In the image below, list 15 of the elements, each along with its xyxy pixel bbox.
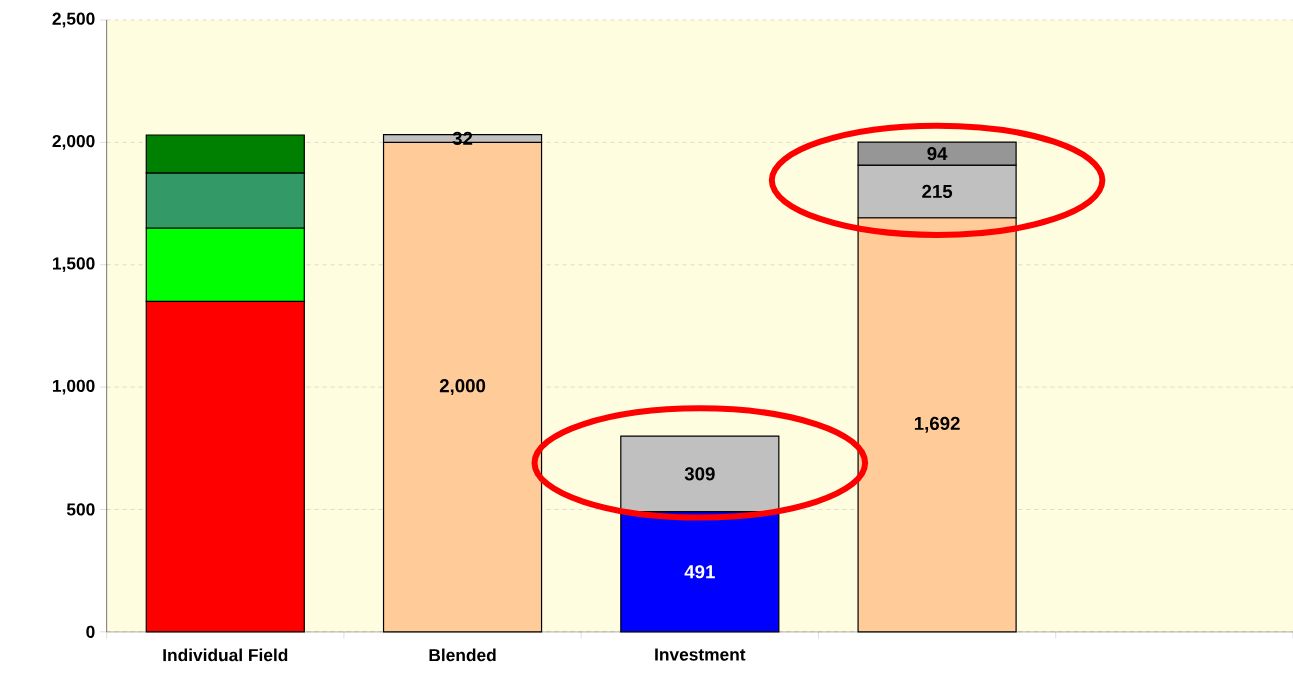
data-label: 94 [927, 146, 948, 160]
x-tick-label: Blended [429, 648, 496, 662]
data-label: 491 [684, 564, 715, 579]
data-label: 1,692 [914, 416, 960, 433]
data-label: 309 [684, 466, 715, 481]
y-tick-label: 1,000 [52, 379, 95, 395]
y-tick-label: 500 [66, 503, 95, 516]
y-tick-label: 0 [86, 625, 95, 638]
x-tick-label: Individual Field [163, 648, 288, 662]
data-label: 2,000 [439, 378, 486, 395]
y-tick-label: 1,500 [52, 257, 95, 272]
y-tick-label: 2,000 [52, 134, 95, 150]
y-tick-label: 2,500 [52, 12, 95, 28]
x-tick-label: Investment [655, 648, 746, 661]
data-label: 215 [922, 184, 953, 198]
